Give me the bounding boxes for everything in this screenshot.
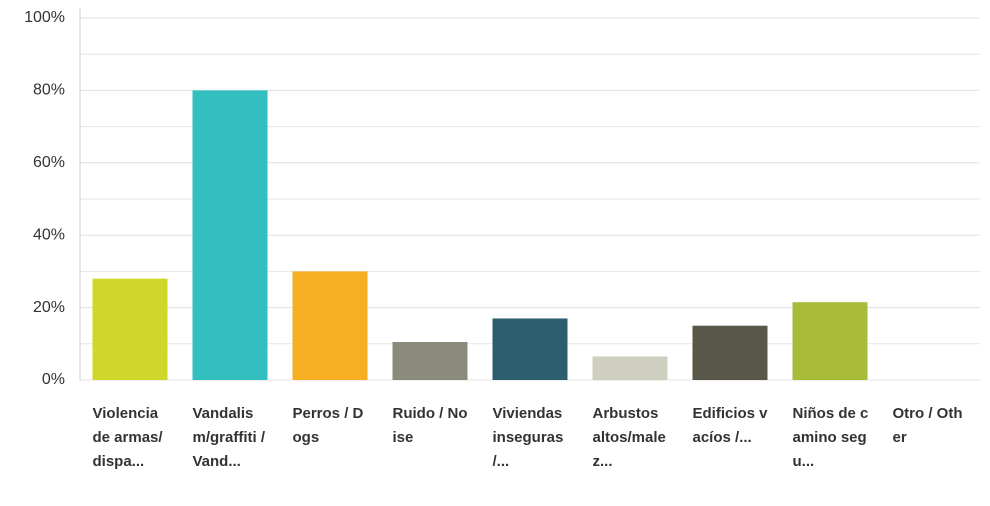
x-tick-label: Viviendas inseguras /... bbox=[492, 405, 564, 470]
y-tick-label: 20% bbox=[33, 299, 65, 316]
bar bbox=[592, 356, 668, 380]
bar bbox=[92, 278, 168, 380]
y-tick-label: 80% bbox=[33, 82, 65, 99]
bar bbox=[492, 318, 568, 380]
x-tick-label: Otro / Other bbox=[892, 405, 963, 446]
bar bbox=[692, 325, 768, 380]
x-tick-label: Violencia de armas/dispa... bbox=[92, 405, 163, 470]
x-tick-label: Perros / Dogs bbox=[292, 405, 364, 446]
y-tick-label: 40% bbox=[33, 226, 65, 243]
x-tick-label: Ruido / Noise bbox=[392, 405, 468, 446]
y-tick-label: 0% bbox=[42, 371, 65, 388]
x-tick-label: Arbustos altos/malez... bbox=[592, 405, 666, 470]
bar bbox=[792, 302, 868, 380]
x-tick-label: Edificios vacíos /... bbox=[692, 405, 768, 446]
bar bbox=[392, 341, 468, 380]
bar bbox=[192, 90, 268, 381]
bar bbox=[292, 271, 368, 380]
y-tick-label: 60% bbox=[33, 154, 65, 171]
x-tick-label: Vandalism/graffiti / Vand... bbox=[192, 405, 266, 470]
y-tick-label: 100% bbox=[24, 9, 65, 26]
x-tick-label: Niños de camino segu... bbox=[792, 405, 869, 470]
